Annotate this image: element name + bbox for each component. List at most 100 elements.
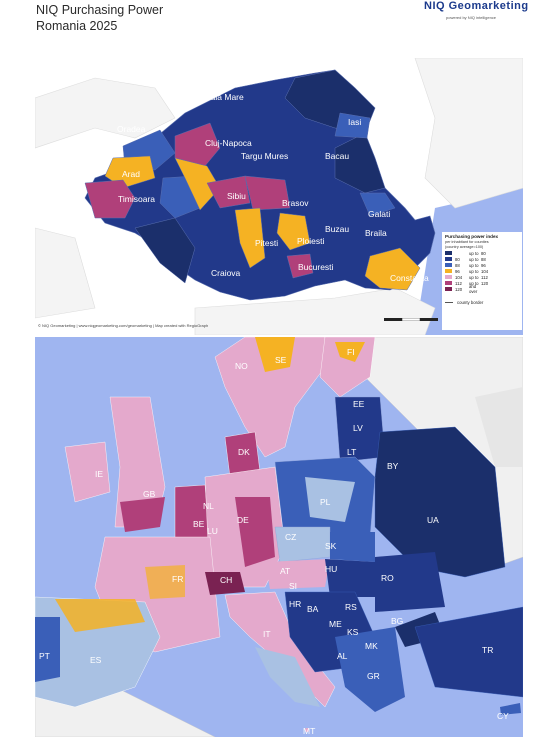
country-label-ks: KS — [347, 627, 359, 637]
country-label-at: AT — [280, 566, 290, 576]
country-label-tr: TR — [482, 645, 493, 655]
page-title: NIQ Purchasing Power Romania 2025 — [36, 2, 163, 34]
country-label-es: ES — [90, 655, 102, 665]
country-label-by: BY — [387, 461, 399, 471]
legend-row: 96 up to 104 — [445, 268, 519, 274]
country-label-nl: NL — [203, 501, 214, 511]
city-galati: Galati — [368, 209, 390, 219]
legend-to: 120 — [481, 280, 489, 286]
city-sibiu: Sibiu — [227, 191, 246, 201]
legend-row: 104 up to 112 — [445, 274, 519, 280]
europe-map: NO SE FI EE LV LT DK IE GB BY PL NL BE LU DE CZ UA SK FR AT… — [35, 337, 523, 737]
romania-map: Baia Mare Iasi Oradea Cluj-Napoca Targu … — [35, 58, 523, 335]
country-label-pt: PT — [39, 651, 50, 661]
country-label-rs: RS — [345, 602, 357, 612]
country-label-dk: DK — [238, 447, 250, 457]
country-label-ua: UA — [427, 515, 439, 525]
legend-border-item: county border — [445, 300, 519, 305]
legend-row: 120 and over — [445, 284, 519, 294]
country-label-ie: IE — [95, 469, 103, 479]
legend-row: up to 80 — [445, 250, 519, 256]
country-label-lv: LV — [353, 423, 363, 433]
legend-to-label: up to — [469, 274, 479, 280]
legend-to-label: up to — [469, 268, 479, 274]
city-bacau: Bacau — [325, 151, 349, 161]
city-constanta: Constanta — [390, 273, 429, 283]
map-legend: Purchasing power index per inhabitant fo… — [442, 232, 522, 330]
legend-from: 112 — [455, 280, 462, 286]
legend-to: 96 — [481, 262, 486, 268]
logo-subtitle: powered by NIQ intelligence — [446, 15, 497, 20]
legend-row: 112 up to 120 — [445, 280, 519, 286]
city-bucuresti: Bucuresti — [298, 262, 334, 272]
city-craiova: Craiova — [211, 268, 241, 278]
legend-from: 88 — [455, 262, 460, 268]
legend-swatch — [445, 287, 452, 291]
country-label-cy: CY — [497, 711, 509, 721]
legend-border-label: county border — [457, 300, 484, 305]
city-timisoara: Timisoara — [118, 194, 155, 204]
legend-row: 80 up to 88 — [445, 256, 519, 262]
legend-from: 80 — [455, 256, 460, 262]
legend-rows: up to 80 80 up to 88 88 up to 96 96 up to 104 104 up… — [445, 250, 519, 294]
country-label-fr: FR — [172, 574, 183, 584]
legend-to: 112 — [481, 274, 488, 280]
country-label-mt: MT — [303, 726, 315, 736]
legend-to: 104 — [481, 268, 489, 274]
country-label-si: SI — [289, 581, 297, 591]
country-label-de: DE — [237, 515, 249, 525]
legend-swatch — [445, 257, 452, 261]
scale-bar — [384, 318, 438, 321]
country-label-no: NO — [235, 361, 248, 371]
country-label-gb: GB — [143, 489, 156, 499]
city-targu-mures: Targu Mures — [241, 151, 288, 161]
legend-subtitle-1: per inhabitant for counties — [445, 240, 489, 244]
country-label-ro: RO — [381, 573, 394, 583]
legend-swatch — [445, 269, 452, 273]
legend-swatch — [445, 251, 452, 255]
legend-subtitle-2: (country average=100) — [445, 245, 484, 249]
city-buzau: Buzau — [325, 224, 349, 234]
legend-to-label: up to — [469, 250, 479, 256]
legend-to: 88 — [481, 256, 486, 262]
legend-from: 120 — [455, 286, 463, 292]
legend-to-label: up to — [469, 262, 479, 268]
country-label-al: AL — [337, 651, 348, 661]
city-cluj-napoca: Cluj-Napoca — [205, 138, 252, 148]
country-label-mk: MK — [365, 641, 378, 651]
country-label-ch: CH — [220, 575, 232, 585]
legend-row: 88 up to 96 — [445, 262, 519, 268]
country-label-se: SE — [275, 355, 287, 365]
city-oradea: Oradea — [117, 124, 146, 134]
legend-swatch — [445, 263, 452, 267]
country-label-ba: BA — [307, 604, 319, 614]
country-label-cz: CZ — [285, 532, 296, 542]
city-iasi: Iasi — [348, 117, 361, 127]
legend-to-label: and over — [469, 284, 478, 294]
country-label-fi: FI — [347, 347, 355, 357]
country-label-lt: LT — [347, 447, 356, 457]
country-label-ee: EE — [353, 399, 365, 409]
city-arad: Arad — [122, 169, 140, 179]
country-label-bg: BG — [391, 616, 403, 626]
legend-from: 104 — [455, 274, 463, 280]
city-brasov: Brasov — [282, 198, 309, 208]
legend-title: Purchasing power index — [445, 234, 499, 239]
country-label-hr: HR — [289, 599, 301, 609]
country-label-be: BE — [193, 519, 205, 529]
legend-to-label: up to — [469, 256, 479, 262]
country-label-lu: LU — [207, 526, 218, 536]
country-label-pl: PL — [320, 497, 331, 507]
map-credits: © NIQ Geomarketing | www.niqgeomarketing… — [38, 323, 209, 328]
city-pitesti: Pitesti — [255, 238, 278, 248]
country-label-hu: HU — [325, 564, 337, 574]
country-label-gr: GR — [367, 671, 380, 681]
legend-from: 96 — [455, 268, 460, 274]
city-baia-mare: Baia Mare — [205, 92, 244, 102]
legend-to: 80 — [481, 250, 486, 256]
city-ploiesti: Ploiesti — [297, 236, 325, 246]
city-braila: Braila — [365, 228, 387, 238]
title-line-2: Romania 2025 — [36, 19, 118, 33]
legend-swatch — [445, 275, 452, 279]
border-line-icon — [445, 302, 453, 303]
